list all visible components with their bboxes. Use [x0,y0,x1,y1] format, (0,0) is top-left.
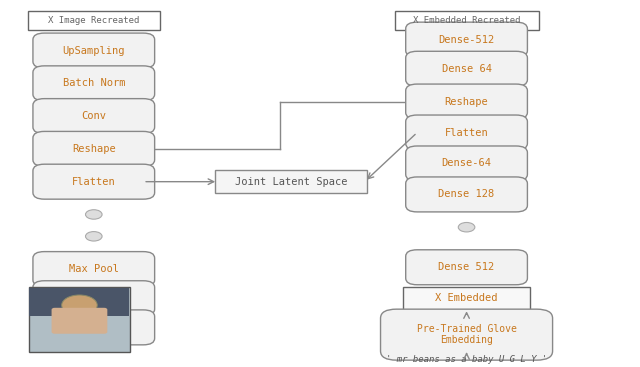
FancyBboxPatch shape [33,164,155,199]
FancyBboxPatch shape [216,170,367,193]
FancyBboxPatch shape [33,131,155,166]
FancyBboxPatch shape [381,309,552,360]
Text: Batch Norm: Batch Norm [63,293,125,303]
FancyBboxPatch shape [406,177,527,212]
Text: X Embedded Recreated: X Embedded Recreated [413,16,520,25]
Text: Conv: Conv [81,111,106,121]
Text: Pre-Trained Glove
Embedding: Pre-Trained Glove Embedding [417,324,516,345]
Circle shape [61,295,97,315]
FancyBboxPatch shape [406,51,527,86]
Text: Max Pool: Max Pool [68,264,119,274]
FancyBboxPatch shape [403,287,530,310]
FancyBboxPatch shape [33,252,155,287]
FancyBboxPatch shape [33,281,155,316]
Text: Joint Latent Space: Joint Latent Space [235,177,348,187]
Text: Dense 64: Dense 64 [442,64,492,74]
Text: ' mr beans as a baby U G L Y ': ' mr beans as a baby U G L Y ' [386,355,547,364]
Circle shape [86,232,102,241]
Text: X Embedded: X Embedded [435,293,498,303]
Text: Reshape: Reshape [445,97,488,106]
FancyBboxPatch shape [29,287,130,352]
Text: Flatten: Flatten [72,177,116,187]
FancyBboxPatch shape [394,11,539,30]
Circle shape [458,222,475,232]
FancyBboxPatch shape [33,66,155,101]
FancyBboxPatch shape [33,33,155,68]
FancyBboxPatch shape [29,288,129,316]
FancyBboxPatch shape [406,22,527,57]
Text: Reshape: Reshape [72,144,116,154]
FancyBboxPatch shape [33,99,155,134]
FancyBboxPatch shape [406,84,527,119]
Text: Dense-512: Dense-512 [438,34,495,45]
Text: Dense 512: Dense 512 [438,262,495,272]
Text: Dense 128: Dense 128 [438,189,495,199]
FancyBboxPatch shape [406,250,527,285]
Text: X Image Recreated: X Image Recreated [48,16,140,25]
Text: Flatten: Flatten [445,127,488,138]
Text: UpSampling: UpSampling [63,46,125,55]
FancyBboxPatch shape [52,308,108,334]
FancyBboxPatch shape [28,11,160,30]
FancyBboxPatch shape [406,146,527,181]
Text: Conv: Conv [81,322,106,333]
Text: Dense-64: Dense-64 [442,159,492,168]
Circle shape [86,210,102,219]
FancyBboxPatch shape [33,310,155,345]
Text: Batch Norm: Batch Norm [63,78,125,88]
FancyBboxPatch shape [406,115,527,150]
